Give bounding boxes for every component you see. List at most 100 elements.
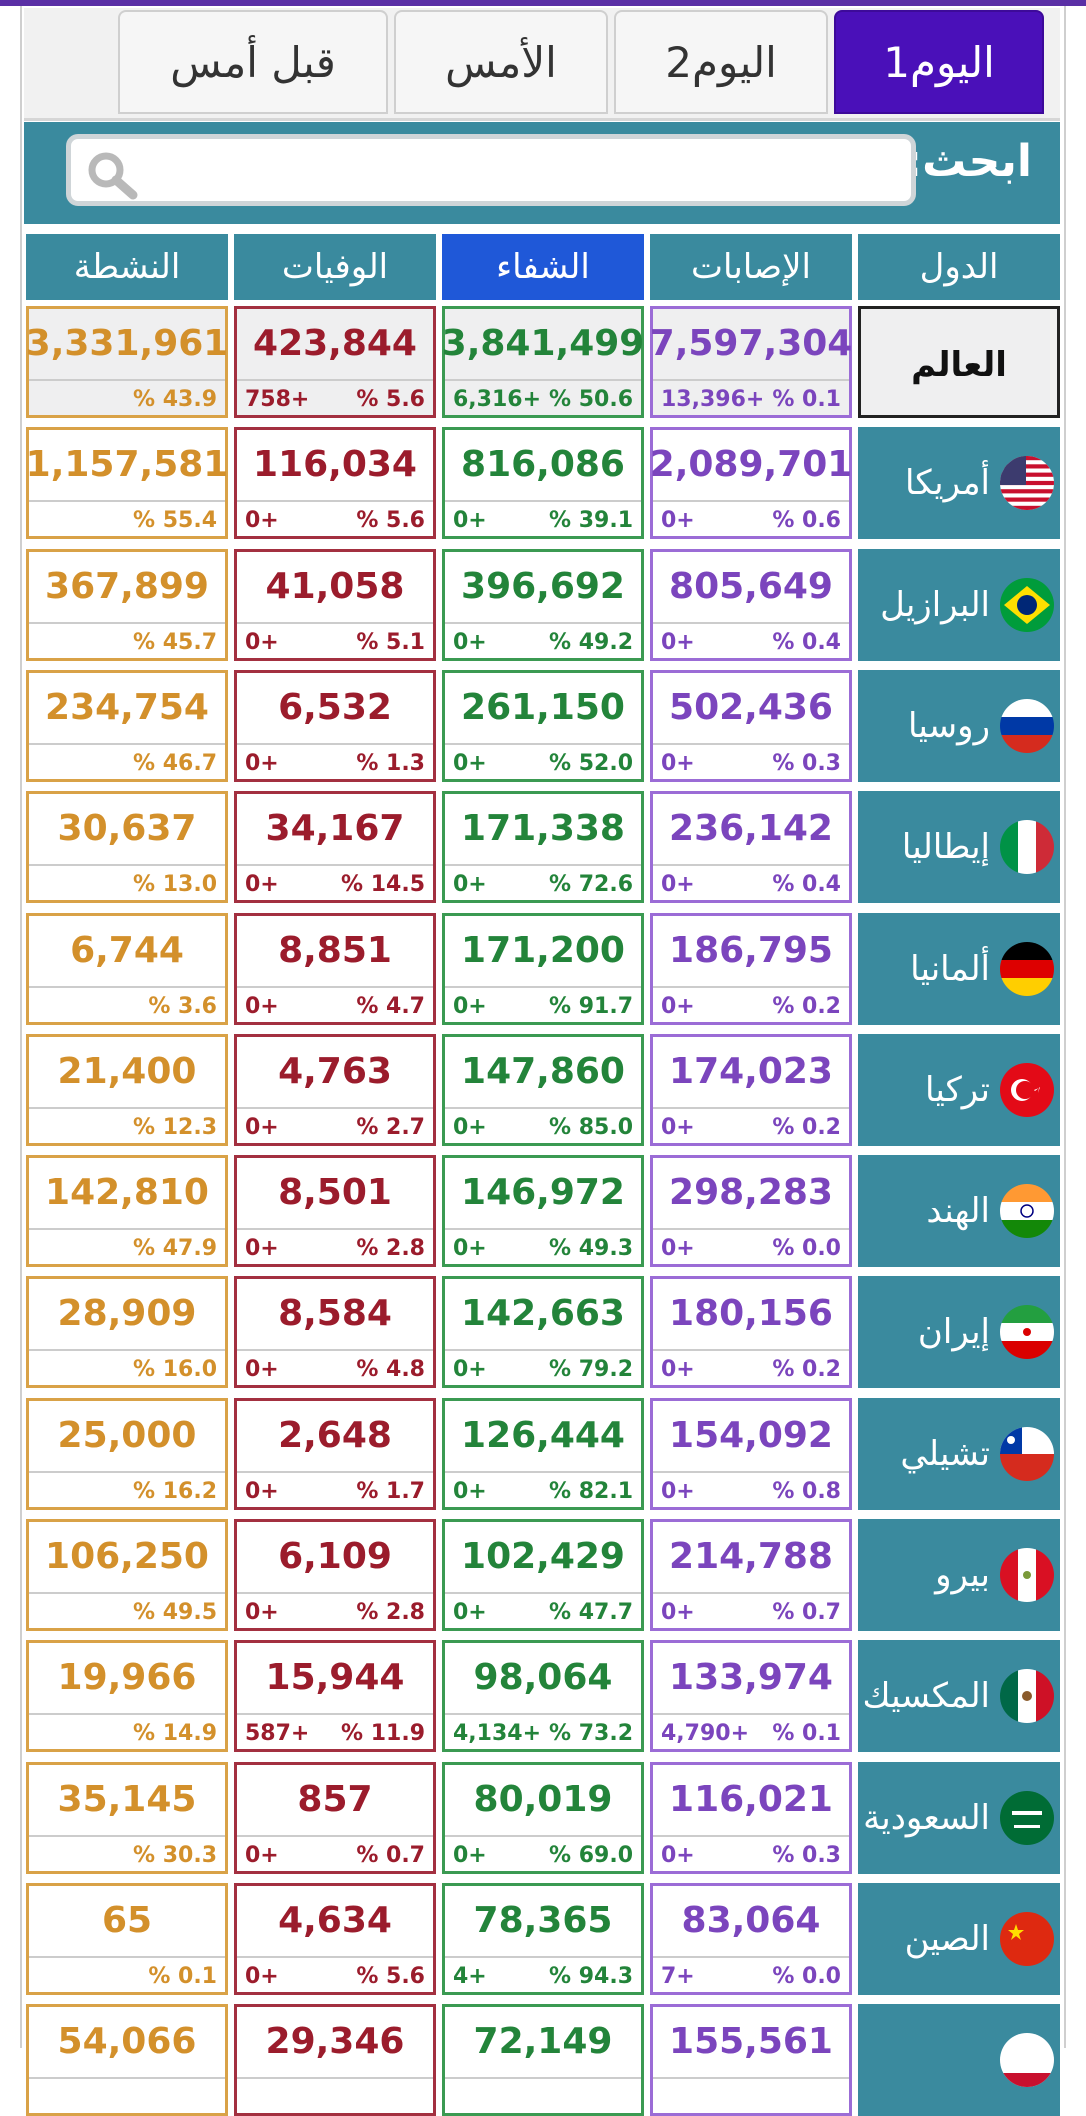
tab-today1[interactable]: اليوم1: [834, 10, 1044, 114]
recovered-cell: 171,200 % 91.7 0+: [442, 913, 644, 1025]
tab-day-before-yesterday[interactable]: قبل أمس: [118, 10, 388, 114]
deaths-increase: 0+: [245, 1479, 279, 1504]
active-cell: 19,966 % 14.9: [26, 1640, 228, 1752]
recovered-cell: 171,338 % 72.6 0+: [442, 791, 644, 903]
deaths-value: 4,634: [278, 1899, 392, 1941]
deaths-increase: 0+: [245, 994, 279, 1019]
header-deaths[interactable]: الوفيات: [234, 234, 436, 300]
active-value: 21,400: [57, 1050, 197, 1092]
tab-today2[interactable]: اليوم2: [614, 10, 828, 114]
stats-table: الدول الإصابات الشفاء الوفيات النشطة الع…: [26, 234, 1060, 2116]
cases-percent: % 0.4: [772, 630, 841, 655]
active-cell: 21,400 % 12.3: [26, 1034, 228, 1146]
search-box[interactable]: [66, 134, 916, 206]
cases-increase: 0+: [661, 1357, 695, 1382]
country-name: الهند: [926, 1191, 990, 1231]
country-cell[interactable]: روسيا: [858, 670, 1060, 782]
country-cell[interactable]: ألمانيا: [858, 913, 1060, 1025]
deaths-value: 15,944: [265, 1656, 405, 1698]
india-flag-icon: [1000, 1184, 1054, 1238]
cell-divider: [29, 1107, 225, 1109]
deaths-cell: 423,844 % 5.6 758+: [234, 306, 436, 418]
deaths-increase: 0+: [245, 1115, 279, 1140]
deaths-value: 6,109: [278, 1535, 392, 1577]
cell-divider: [237, 864, 433, 866]
cell-divider: [29, 864, 225, 866]
deaths-cell: 34,167 % 14.5 0+: [234, 791, 436, 903]
active-cell: 30,637 % 13.0: [26, 791, 228, 903]
top-accent-bar: [0, 0, 1086, 6]
deaths-cell: 116,034 % 5.6 0+: [234, 427, 436, 539]
header-active[interactable]: النشطة: [26, 234, 228, 300]
cases-value: 805,649: [669, 565, 833, 607]
country-cell[interactable]: البرازيل: [858, 549, 1060, 661]
active-value: 25,000: [57, 1414, 197, 1456]
cell-divider: [445, 1956, 641, 1958]
active-percent: % 47.9: [133, 1236, 217, 1261]
recovered-cell: 146,972 % 49.3 0+: [442, 1155, 644, 1267]
deaths-increase: 0+: [245, 872, 279, 897]
recovered-increase: 0+: [453, 508, 487, 533]
country-cell[interactable]: السعودية: [858, 1762, 1060, 1874]
active-value: 19,966: [57, 1656, 197, 1698]
country-cell[interactable]: المكسيك: [858, 1640, 1060, 1752]
country-cell[interactable]: بيرو: [858, 1519, 1060, 1631]
country-cell[interactable]: الهند: [858, 1155, 1060, 1267]
deaths-increase: 0+: [245, 1236, 279, 1261]
recovered-increase: 0+: [453, 1115, 487, 1140]
cases-percent: % 0.2: [772, 994, 841, 1019]
deaths-value: 6,532: [278, 686, 392, 728]
peru-flag-icon: [1000, 1548, 1054, 1602]
country-cell[interactable]: تشيلي: [858, 1398, 1060, 1510]
italy-flag-icon: [1000, 820, 1054, 874]
cases-value: 502,436: [669, 686, 833, 728]
deaths-increase: 587+: [245, 1721, 310, 1746]
cases-value: 154,092: [669, 1414, 833, 1456]
cases-cell: 155,561: [650, 2004, 852, 2116]
country-name: أمريكا: [904, 463, 990, 503]
cell-divider: [237, 500, 433, 502]
country-cell[interactable]: إيران: [858, 1276, 1060, 1388]
country-cell[interactable]: إيطاليا: [858, 791, 1060, 903]
cell-divider: [653, 1713, 849, 1715]
recovered-cell: 98,064 % 73.2 4,134+: [442, 1640, 644, 1752]
country-cell[interactable]: الصين: [858, 1883, 1060, 1995]
cases-cell: 154,092 % 0.8 0+: [650, 1398, 852, 1510]
cell-divider: [445, 2077, 641, 2079]
cases-increase: 7+: [661, 1964, 695, 1989]
cases-percent: % 0.4: [772, 872, 841, 897]
deaths-cell: 6,109 % 2.8 0+: [234, 1519, 436, 1631]
recovered-increase: 0+: [453, 872, 487, 897]
active-cell: 25,000 % 16.2: [26, 1398, 228, 1510]
active-value: 367,899: [45, 565, 209, 607]
turkey-flag-icon: [1000, 1063, 1054, 1117]
cell-divider: [29, 2077, 225, 2079]
header-cases[interactable]: الإصابات: [650, 234, 852, 300]
recovered-value: 126,444: [461, 1414, 625, 1456]
cell-divider: [237, 2077, 433, 2079]
active-cell: 142,810 % 47.9: [26, 1155, 228, 1267]
deaths-value: 8,501: [278, 1171, 392, 1213]
deaths-cell: 8,501 % 2.8 0+: [234, 1155, 436, 1267]
recovered-percent: % 39.1: [549, 508, 633, 533]
country-cell[interactable]: تركيا: [858, 1034, 1060, 1146]
recovered-percent: % 73.2: [549, 1721, 633, 1746]
active-value: 35,145: [57, 1778, 197, 1820]
recovered-percent: % 72.6: [549, 872, 633, 897]
search-input[interactable]: [151, 145, 895, 199]
tab-yesterday[interactable]: الأمس: [394, 10, 608, 114]
country-cell[interactable]: [858, 2004, 1060, 2116]
header-countries[interactable]: الدول: [858, 234, 1060, 300]
cell-divider: [653, 1349, 849, 1351]
country-cell[interactable]: أمريكا: [858, 427, 1060, 539]
cell-divider: [653, 1592, 849, 1594]
cell-divider: [445, 864, 641, 866]
country-cell-world[interactable]: العالم: [858, 306, 1060, 418]
active-value: 106,250: [45, 1535, 209, 1577]
cases-percent: % 0.2: [772, 1115, 841, 1140]
china-flag-icon: [1000, 1912, 1054, 1966]
recovered-value: 102,429: [461, 1535, 625, 1577]
cases-value: 214,788: [669, 1535, 833, 1577]
header-recovered[interactable]: الشفاء: [442, 234, 644, 300]
recovered-percent: % 50.6: [549, 387, 633, 412]
